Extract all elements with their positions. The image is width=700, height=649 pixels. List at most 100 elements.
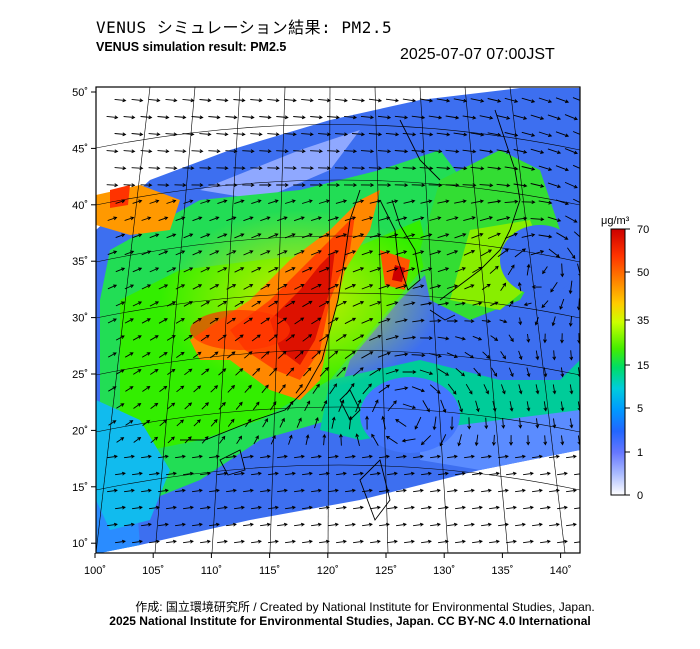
wind-arrow: [294, 488, 305, 493]
wind-arrow: [428, 149, 443, 154]
wind-arrow: [245, 418, 252, 428]
wind-arrow: [475, 400, 480, 413]
wind-arrow: [217, 301, 228, 307]
wind-arrow: [183, 505, 194, 510]
wind-arrow: [361, 317, 374, 324]
wind-arrow: [301, 98, 314, 103]
wind-arrow: [455, 301, 466, 306]
wind-arrow: [378, 318, 391, 324]
wind-arrow: [453, 98, 468, 103]
wind-arrow: [362, 383, 372, 395]
wind-arrow: [413, 454, 424, 459]
wind-arrow: [455, 367, 466, 377]
wind-arrow: [210, 419, 218, 427]
wind-arrow: [108, 386, 117, 392]
wind-arrow: [209, 317, 219, 324]
wind-arrow: [150, 436, 159, 444]
wind-arrow: [234, 505, 245, 510]
wind-arrow: [386, 199, 399, 204]
wind-arrow: [217, 539, 228, 544]
wind-arrow: [504, 97, 519, 103]
wind-arrow: [487, 232, 501, 239]
colorbar-label: 0: [637, 490, 643, 502]
wind-arrow: [141, 318, 151, 324]
wind-arrow: [531, 285, 542, 289]
wind-arrow: [429, 250, 442, 256]
wind-arrow: [385, 132, 400, 137]
wind-arrow: [572, 97, 580, 101]
wind-arrow: [311, 317, 322, 325]
wind-arrow: [379, 522, 390, 527]
wind-arrow: [564, 148, 578, 155]
wind-arrow: [420, 233, 433, 239]
wind-arrow: [217, 334, 227, 342]
wind-arrow: [328, 454, 339, 459]
wind-arrow: [149, 471, 160, 476]
wind-arrow: [498, 454, 509, 459]
wind-arrow: [142, 385, 151, 392]
wind-arrow: [464, 488, 475, 493]
wind-arrow: [506, 505, 517, 510]
wind-arrow: [217, 471, 228, 476]
wind-arrow: [420, 336, 433, 340]
wind-arrow: [402, 98, 417, 103]
wind-arrow: [286, 367, 295, 377]
wind-arrow: [385, 368, 400, 375]
wind-arrow: [259, 149, 272, 154]
wind-arrow: [394, 149, 409, 154]
wind-arrow: [412, 216, 425, 221]
wind-arrow: [377, 183, 392, 187]
wind-arrow: [285, 233, 296, 239]
wind-arrow: [403, 233, 416, 238]
wind-arrow: [285, 300, 296, 308]
wind-arrow: [234, 199, 245, 205]
wind-arrow: [166, 267, 177, 273]
wind-arrow: [440, 399, 447, 413]
wind-arrow: [352, 334, 365, 342]
wind-arrow: [547, 148, 562, 155]
wind-arrow: [294, 350, 304, 359]
wind-arrow: [335, 98, 348, 103]
wind-arrow: [572, 164, 580, 169]
wind-arrow: [385, 98, 399, 103]
wind-arrow: [394, 183, 409, 188]
wind-arrow: [250, 132, 263, 137]
wind-arrow: [141, 454, 152, 459]
wind-arrow: [199, 132, 212, 137]
wind-arrow: [209, 216, 220, 222]
wind-arrow: [552, 418, 557, 429]
wind-arrow: [311, 350, 322, 360]
wind-arrow: [549, 522, 560, 527]
wind-arrow: [489, 539, 500, 544]
colorbar-label: 50: [637, 267, 649, 279]
wind-arrow: [557, 471, 568, 476]
wind-arrow: [182, 166, 195, 171]
colorbar-label: 1: [637, 447, 643, 459]
wind-arrow: [377, 115, 392, 120]
wind-arrow: [312, 383, 320, 394]
wind-arrow: [175, 318, 185, 324]
wind-arrow: [140, 183, 153, 188]
wind-arrow: [115, 199, 126, 204]
wind-arrow: [513, 183, 528, 188]
wind-arrow: [200, 233, 211, 239]
wind-arrow: [557, 505, 568, 510]
wind-arrow: [243, 522, 254, 527]
wind-arrow: [150, 368, 159, 375]
wind-arrow: [294, 522, 305, 527]
wind-arrow: [412, 284, 425, 289]
wind-arrow: [453, 132, 468, 137]
wind-arrow: [233, 132, 246, 137]
wind-arrow: [251, 334, 261, 342]
wind-arrow: [487, 98, 502, 103]
wind-arrow: [530, 148, 545, 154]
wind-arrow: [115, 471, 126, 476]
wind-arrow: [243, 216, 254, 222]
lon-tick-label: 100˚: [84, 565, 106, 577]
wind-arrow: [402, 166, 417, 171]
lat-tick-label: 45˚: [72, 143, 88, 155]
wind-arrow: [500, 282, 507, 291]
wind-arrow: [526, 367, 531, 378]
wind-arrow: [217, 233, 228, 239]
wind-arrow: [115, 301, 126, 307]
